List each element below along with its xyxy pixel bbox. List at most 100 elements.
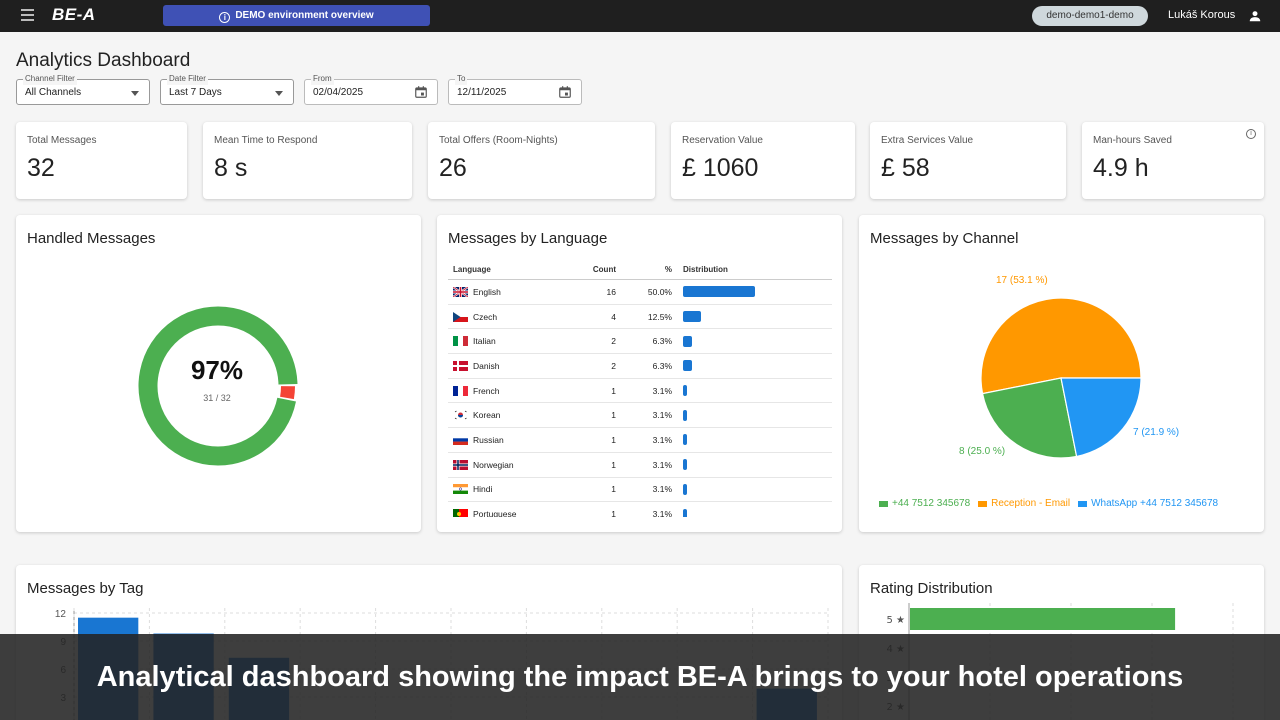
caption-overlay: Analytical dashboard showing the impact … xyxy=(0,634,1280,720)
pie-label-whatsapp: 7 (21.9 %) xyxy=(1133,427,1180,438)
count-cell: 1 xyxy=(611,484,616,495)
percent-cell: 3.1% xyxy=(652,509,672,517)
legend-item-reception-email[interactable]: Reception - Email xyxy=(978,498,1070,509)
kpi-card-extra-services: Extra Services Value £ 58 xyxy=(870,122,1066,199)
from-date-label: From xyxy=(311,73,334,85)
info-icon: i xyxy=(219,12,231,23)
kpi-value: 8 s xyxy=(214,154,248,182)
handled-percent: 97% xyxy=(190,355,244,385)
pie-slice[interactable] xyxy=(980,297,1142,395)
distribution-bar xyxy=(683,483,688,495)
legend-item-whatsapp[interactable]: WhatsApp +44 7512 345678 xyxy=(1078,498,1218,509)
distribution-bar xyxy=(683,434,688,446)
no-flag-icon xyxy=(453,459,468,470)
app-logo[interactable]: BE-A xyxy=(52,5,96,24)
it-flag-icon xyxy=(453,336,468,347)
distribution-bar xyxy=(683,311,701,323)
menu-icon[interactable] xyxy=(21,9,34,22)
table-row[interactable]: Hindi 1 3.1% xyxy=(448,478,832,503)
pie-slice[interactable] xyxy=(981,377,1078,459)
distribution-bar xyxy=(683,360,693,372)
language-cell: Portuguese xyxy=(448,509,568,517)
count-cell: 4 xyxy=(611,311,616,322)
percent-cell: 3.1% xyxy=(652,459,672,470)
language-name: Czech xyxy=(473,311,498,322)
date-filter-select[interactable]: Date Filter Last 7 Days xyxy=(160,73,294,105)
kpi-card-total-offers: Total Offers (Room-Nights) 26 xyxy=(428,122,655,199)
distribution-bar xyxy=(683,459,688,471)
card-title: Messages by Language xyxy=(448,230,608,247)
demo-banner[interactable]: i DEMO environment overview xyxy=(163,5,430,26)
percent-cell: 12.5% xyxy=(647,311,672,322)
distribution-bar xyxy=(683,335,693,347)
date-filter-value: Last 7 Days xyxy=(169,87,222,98)
ru-flag-icon xyxy=(453,434,468,445)
calendar-icon[interactable] xyxy=(558,85,572,99)
count-cell: 1 xyxy=(611,509,616,517)
legend-item-phone[interactable]: +44 7512 345678 xyxy=(879,498,970,509)
top-bar: BE-A i DEMO environment overview demo-dem… xyxy=(0,0,1280,32)
from-date-field[interactable]: From 02/04/2025 xyxy=(304,73,438,105)
gb-flag-icon xyxy=(453,286,468,297)
table-row[interactable]: Korean 1 3.1% xyxy=(448,403,832,429)
language-name: English xyxy=(473,286,501,297)
count-cell: 1 xyxy=(611,385,616,396)
donut-segment-unhandled[interactable] xyxy=(137,305,299,467)
rating-label: 5 ★ xyxy=(886,615,905,626)
distribution-cell xyxy=(672,508,832,517)
count-cell: 1 xyxy=(611,410,616,421)
rating-bar[interactable] xyxy=(910,608,1176,630)
legend-swatch xyxy=(1078,500,1088,507)
channel-pie-chart xyxy=(980,297,1142,459)
language-name: Hindi xyxy=(473,484,493,495)
channel-filter-select[interactable]: Channel Filter All Channels xyxy=(16,73,150,105)
distribution-cell xyxy=(672,409,832,421)
table-row[interactable]: English 16 50.0% xyxy=(448,280,832,305)
table-row[interactable]: Russian 1 3.1% xyxy=(448,428,832,453)
table-row[interactable]: French 1 3.1% xyxy=(448,379,832,404)
fr-flag-icon xyxy=(453,385,468,396)
environment-chip[interactable]: demo-demo1-demo xyxy=(1032,6,1148,26)
kpi-card-reservation-value: Reservation Value £ 1060 xyxy=(671,122,855,199)
info-icon[interactable]: i xyxy=(1246,129,1256,139)
calendar-icon[interactable] xyxy=(414,85,428,99)
language-name: Portuguese xyxy=(473,509,517,517)
count-cell: 2 xyxy=(611,360,616,371)
table-row[interactable]: Czech 4 12.5% xyxy=(448,305,832,330)
kpi-value: £ 1060 xyxy=(682,154,759,182)
language-name: Russian xyxy=(473,434,504,445)
percent-cell: 3.1% xyxy=(652,434,672,445)
chevron-down-icon xyxy=(131,91,139,96)
table-row[interactable]: Norwegian 1 3.1% xyxy=(448,453,832,478)
channel-filter-label: Channel Filter xyxy=(23,73,77,85)
legend-label: +44 7512 345678 xyxy=(892,498,971,509)
donut-segment-handled[interactable] xyxy=(137,305,299,467)
language-cell: Russian xyxy=(448,434,568,445)
kpi-value: 32 xyxy=(27,154,55,182)
distribution-cell xyxy=(672,360,832,372)
card-title: Messages by Channel xyxy=(870,230,1019,247)
distribution-cell xyxy=(672,286,832,298)
pie-slice[interactable] xyxy=(1060,377,1142,458)
column-header-count[interactable]: Count xyxy=(592,265,616,274)
pt-flag-icon xyxy=(453,509,468,517)
table-row[interactable]: Italian 2 6.3% xyxy=(448,329,832,355)
column-header-language[interactable]: Language xyxy=(453,265,491,274)
to-date-field[interactable]: To 12/11/2025 xyxy=(448,73,582,105)
kpi-card-mean-time: Mean Time to Respond 8 s xyxy=(203,122,412,199)
percent-cell: 6.3% xyxy=(652,336,672,347)
channel-filter-value: All Channels xyxy=(25,87,82,98)
column-header-percent[interactable]: % xyxy=(664,265,672,274)
percent-cell: 6.3% xyxy=(652,360,672,371)
table-row[interactable]: Danish 2 6.3% xyxy=(448,354,832,379)
column-header-distribution: Distribution xyxy=(683,265,728,274)
user-name[interactable]: Lukáš Korous xyxy=(1168,9,1236,21)
count-cell: 2 xyxy=(611,336,616,347)
kpi-value: 4.9 h xyxy=(1093,154,1149,182)
distribution-cell xyxy=(672,385,832,397)
user-icon[interactable] xyxy=(1248,9,1262,23)
distribution-cell xyxy=(672,434,832,446)
table-row[interactable]: Portuguese 1 3.1% xyxy=(448,502,832,517)
distribution-cell xyxy=(672,335,832,347)
language-cell: French xyxy=(448,385,568,396)
